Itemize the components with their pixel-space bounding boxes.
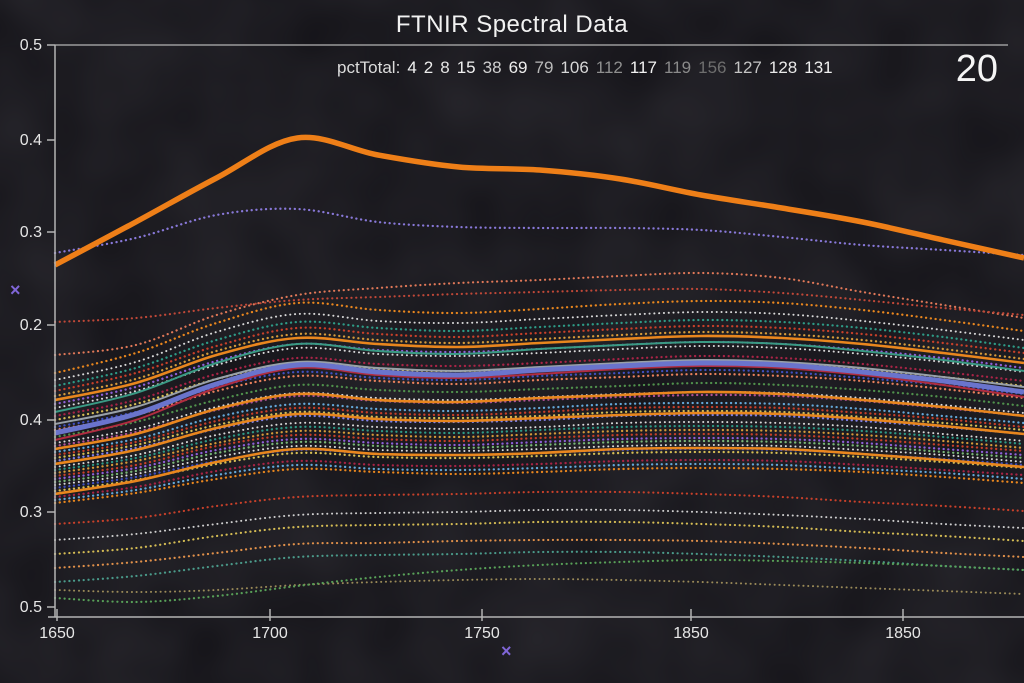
x-tick-label: 1750 xyxy=(464,625,500,642)
spectrum-series-band-blue-1 xyxy=(53,368,1024,429)
spectrum-series-band-crimson-2 xyxy=(53,458,1024,499)
spectrum-series-band-red-2 xyxy=(53,405,1024,457)
y-tick-label: 0.4 xyxy=(20,412,42,429)
pct-total-values: 4 2 8 15 38 69 79 106 112 117 119 156 127 128 131 xyxy=(400,58,832,77)
spectrum-series-band-sky-2 xyxy=(53,462,1024,502)
spectrum-series-lower-white xyxy=(54,508,1024,541)
spectrum-series-main-orange-highlight xyxy=(53,134,1024,268)
y-tick-label: 0.3 xyxy=(20,504,42,521)
spectrum-series-solid-orange-3 xyxy=(54,411,1024,466)
spectrum-series-band-white-4 xyxy=(54,420,1024,468)
spectrum-series-lower-red xyxy=(53,490,1024,526)
spectrum-series-band-amber-2 xyxy=(53,428,1024,475)
spectrum-series-band-teal-1 xyxy=(53,318,1024,388)
spectrum-series-solid-crimson xyxy=(54,364,1024,441)
y-tick-label: 0.5 xyxy=(20,37,42,54)
spectrum-series-band-magenta-1 xyxy=(53,393,1024,448)
pct-value: 131 xyxy=(804,58,833,77)
spectrum-series-band-red-1 xyxy=(53,324,1024,393)
spectrum-series-band-green-1 xyxy=(53,381,1024,439)
pct-value: 117 xyxy=(629,58,657,77)
y-tick-label: 0.4 xyxy=(20,132,42,149)
pct-value: 112 xyxy=(595,58,623,77)
x-tick-label: 1700 xyxy=(252,625,288,642)
spectrum-series-solid-gray xyxy=(54,358,1024,425)
spectrum-series-solid-orange-1 xyxy=(54,334,1024,402)
spectrum-series-solid-orange-4 xyxy=(54,446,1024,496)
bottom-x-marker: × xyxy=(501,641,512,661)
spectrum-series-solid-orange-2 xyxy=(54,390,1024,451)
pct-total-label: pctTotal: xyxy=(337,58,401,77)
x-tick-label: 1850 xyxy=(885,625,921,642)
spectrum-series-band-white-1 xyxy=(54,310,1024,381)
corner-count: 20 xyxy=(955,48,998,90)
spectrum-series-band-red-3 xyxy=(53,432,1024,478)
spectrum-series-band-lightgreen-1 xyxy=(53,439,1024,484)
pct-value: 156 xyxy=(698,58,727,77)
spectrum-series-lower-teal xyxy=(53,550,1024,584)
spectrum-series-solid-slateblue-thick xyxy=(54,360,1024,436)
spectrum-series-upper-red xyxy=(53,287,1024,324)
pct-value: 106 xyxy=(560,58,589,77)
pct-value: 127 xyxy=(733,58,762,77)
spectrum-series-upper-salmon xyxy=(53,271,1024,357)
left-x-marker: × xyxy=(10,280,21,300)
spectrum-series-band-purple-2 xyxy=(53,436,1024,481)
pct-total-annotation: pctTotal: 4 2 8 15 38 69 79 106 112 117 119 156 127 12… xyxy=(337,58,833,78)
spectrum-series-lower-orange xyxy=(53,538,1024,570)
spectrum-series-lower-yellow xyxy=(53,520,1024,556)
y-tick-label: 0.2 xyxy=(20,317,42,334)
chart-title: FTNIR Spectral Data xyxy=(395,11,629,38)
spectrum-series-band-yellow-3 xyxy=(53,450,1024,493)
pct-value: 8 xyxy=(440,58,450,77)
pct-value: 79 xyxy=(534,58,554,77)
spectrum-series-band-teal-2 xyxy=(53,424,1024,472)
pct-value: 2 xyxy=(423,58,434,77)
x-tick-label: 1650 xyxy=(39,625,75,642)
spectrum-series-solid-teal xyxy=(54,340,1024,413)
spectrum-series-band-amber-1 xyxy=(53,330,1024,398)
pct-value: 128 xyxy=(768,58,798,77)
pct-value: 69 xyxy=(508,58,528,77)
spectrum-series-band-white-2 xyxy=(54,344,1024,409)
y-tick-label: 0.5 xyxy=(20,599,42,616)
spectrum-series-band-white-5 xyxy=(54,443,1024,486)
pct-value: 38 xyxy=(482,58,502,77)
x-tick-label: 1850 xyxy=(673,625,709,642)
spectrum-series-band-orange-2 xyxy=(53,466,1024,505)
y-tick-label: 0.3 xyxy=(20,224,42,241)
spectrum-series-band-periwinkle-1 xyxy=(53,413,1024,463)
spectrum-series-band-crimson-1 xyxy=(53,354,1024,418)
spectrum-series-band-yellow-2 xyxy=(53,409,1024,460)
spectrum-series-band-orange-1 xyxy=(53,299,1024,375)
spectrum-series-lower-khaki xyxy=(54,577,1024,595)
pct-value: 119 xyxy=(664,58,692,77)
pct-value: 4 xyxy=(407,58,417,77)
spectrum-series-band-sky-1 xyxy=(53,401,1024,454)
pct-value: 15 xyxy=(456,58,476,77)
